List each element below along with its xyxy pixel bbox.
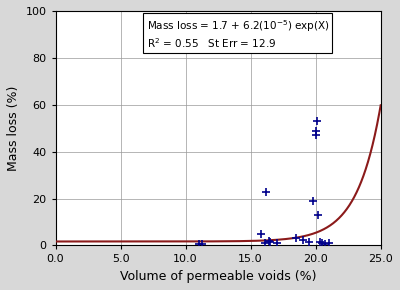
Point [326,241,332,245]
Point [258,231,264,236]
Point [263,189,270,194]
Point [313,133,320,137]
Point [312,128,319,133]
Point [322,241,328,246]
Point [195,242,202,246]
Point [199,241,206,246]
Point [319,241,325,245]
Point [316,240,323,244]
Point [274,241,280,245]
Point [267,240,273,244]
Point [310,199,316,203]
Point [314,119,320,124]
Y-axis label: Mass loss (%): Mass loss (%) [7,86,20,171]
Point [293,236,299,241]
Text: Mass loss = 1.7 + 6.2(10$^{-5}$) exp(X)
R$^2$ = 0.55   St Err = 12.9: Mass loss = 1.7 + 6.2(10$^{-5}$) exp(X) … [146,18,329,50]
X-axis label: Volume of permeable voids (%): Volume of permeable voids (%) [120,270,316,283]
Point [315,213,322,217]
Point [306,240,312,244]
Point [262,241,268,245]
Point [266,238,272,243]
Point [300,237,306,242]
